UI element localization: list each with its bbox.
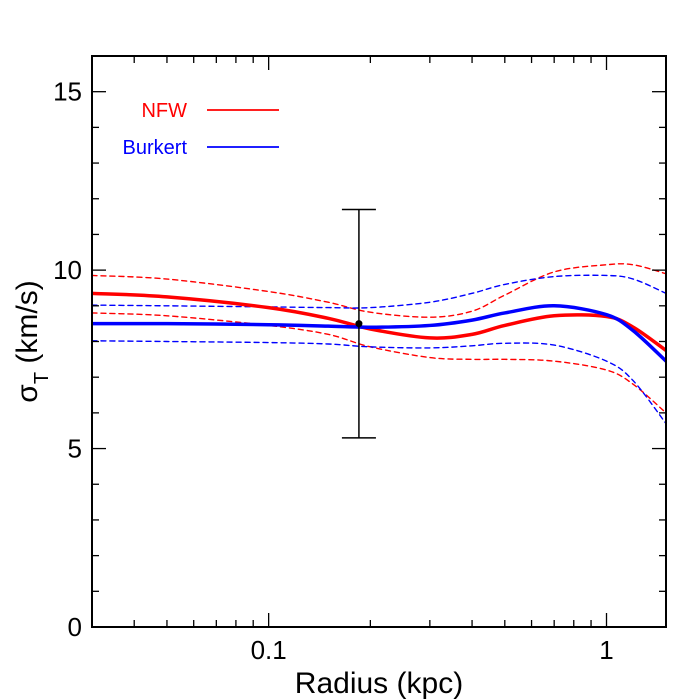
y-axis-label-subscript: T	[31, 372, 53, 384]
y-axis-label: σT (km/s)	[11, 280, 53, 402]
axis-ticks: 0 5 10 15 0.1 1	[53, 55, 666, 665]
data-point-group	[341, 208, 376, 439]
legend-label: Burkert	[123, 137, 188, 159]
data-point	[355, 320, 363, 328]
series-line-nfw-upper	[92, 263, 666, 318]
y-tick-label: 0	[68, 612, 82, 642]
x-axis-label: Radius (kpc)	[295, 667, 463, 700]
y-tick-label: 15	[53, 77, 82, 107]
legend: NFW Burkert	[123, 100, 279, 159]
x-tick-label: 0.1	[251, 635, 287, 665]
y-tick-label: 10	[53, 255, 82, 285]
legend-label: NFW	[141, 100, 187, 122]
plot-area	[92, 208, 666, 439]
y-axis-label-units: (km/s)	[11, 280, 44, 372]
series-line-nfw-lower	[92, 312, 666, 414]
series-line-burkert-upper	[92, 274, 666, 309]
series-line-burkert	[92, 304, 666, 363]
y-tick-label: 5	[68, 434, 82, 464]
series-line-burkert-lower	[92, 340, 666, 425]
x-tick-label: 1	[599, 635, 613, 665]
y-axis-label-main: σ	[11, 384, 44, 403]
series-group	[92, 263, 666, 425]
